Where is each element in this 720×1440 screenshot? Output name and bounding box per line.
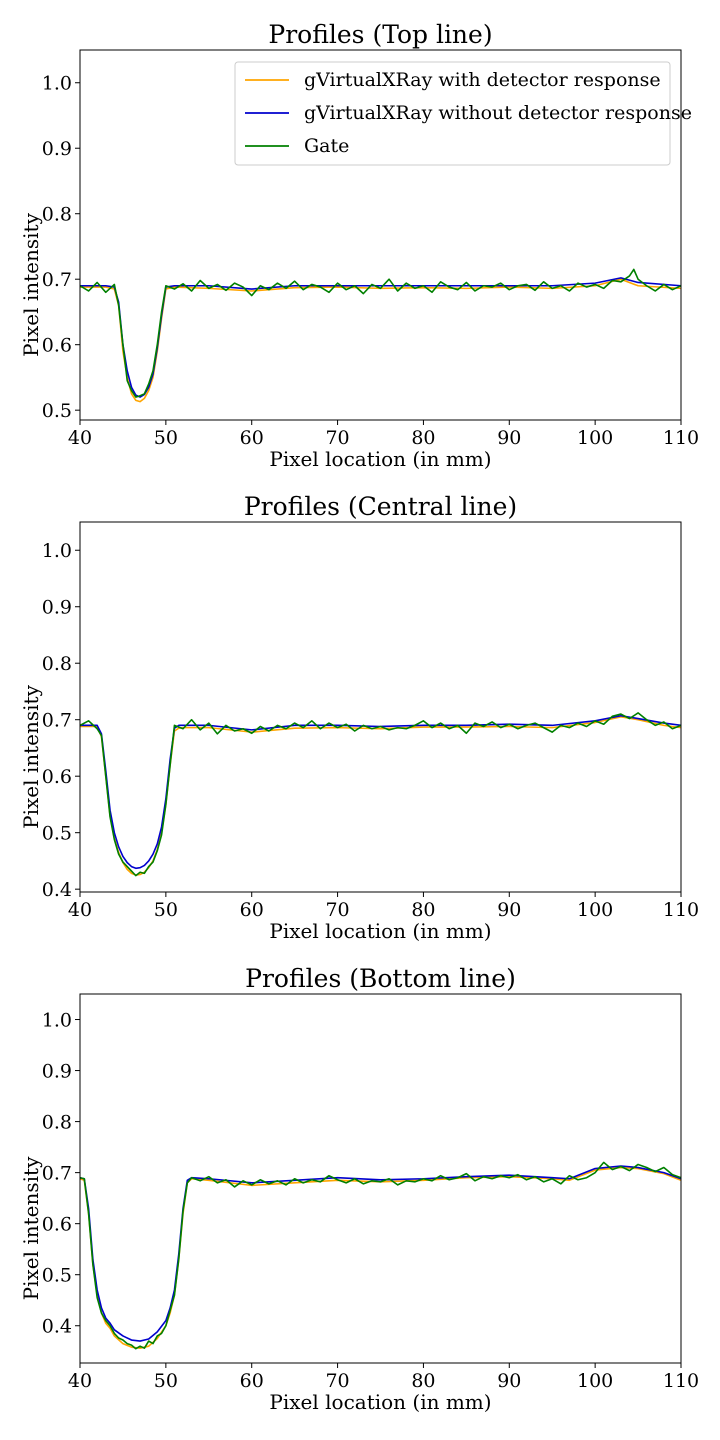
x-tick-label: 50 <box>154 1370 178 1392</box>
y-tick-label: 0.6 <box>42 1214 72 1236</box>
legend-box <box>234 61 671 166</box>
y-tick-label: 0.5 <box>42 823 72 845</box>
plot-frame <box>79 993 682 1364</box>
y-tick-label: 0.9 <box>42 1061 72 1083</box>
legend: gVirtualXRay with detector response gVirt… <box>234 61 692 166</box>
series-group <box>80 712 681 877</box>
x-tick-label: 50 <box>154 427 178 449</box>
x-tick-label: 100 <box>577 1370 613 1392</box>
x-tick-label: 70 <box>325 1370 349 1392</box>
y-tick-label: 0.8 <box>42 653 72 675</box>
series-group <box>80 1161 681 1350</box>
x-tick-label: 70 <box>325 899 349 921</box>
x-tick-label: 70 <box>325 427 349 449</box>
legend-label-3: Gate <box>304 135 349 157</box>
y-tick-label: 0.6 <box>42 335 72 357</box>
y-tick-label: 0.8 <box>42 204 72 226</box>
y-tick-label: 0.5 <box>42 400 72 422</box>
x-tick-label: 40 <box>68 899 92 921</box>
series-line-3 <box>80 712 681 877</box>
series-line-3 <box>80 1161 681 1350</box>
y-tick-label: 0.7 <box>42 1163 72 1185</box>
plot-frame <box>79 521 682 893</box>
y-tick-label: 1.0 <box>42 540 72 562</box>
series-line-3 <box>80 268 681 398</box>
series-group <box>80 268 681 403</box>
x-tick-label: 100 <box>577 899 613 921</box>
y-tick-label: 0.5 <box>42 1265 72 1287</box>
chart-title: Profiles (Top line) <box>268 20 492 49</box>
x-tick-label: 110 <box>663 899 699 921</box>
x-axis-label: Pixel location (in mm) <box>269 1390 491 1414</box>
x-tick-label: 90 <box>497 1370 521 1392</box>
x-tick-label: 40 <box>68 1370 92 1392</box>
x-tick-label: 90 <box>497 427 521 449</box>
legend-label-2: gVirtualXRay without detector response <box>304 102 692 124</box>
legend-label-1: gVirtualXRay with detector response <box>304 69 661 91</box>
x-tick-label: 60 <box>240 1370 264 1392</box>
y-tick-label: 0.9 <box>42 597 72 619</box>
x-tick-label: 80 <box>411 1370 435 1392</box>
x-tick-label: 110 <box>663 427 699 449</box>
y-tick-label: 0.4 <box>42 1316 72 1338</box>
x-tick-label: 60 <box>240 427 264 449</box>
x-tick-label: 50 <box>154 899 178 921</box>
x-tick-label: 40 <box>68 427 92 449</box>
chart-title: Profiles (Central line) <box>244 492 517 521</box>
chart-panel-1: Profiles (Top line) 40 50 60 70 80 90 100 110 0.5… <box>19 20 699 471</box>
y-axis-label: Pixel intensity <box>19 212 43 356</box>
x-tick-label: 100 <box>577 427 613 449</box>
x-axis-label: Pixel location (in mm) <box>269 447 491 471</box>
x-tick-label: 80 <box>411 899 435 921</box>
x-tick-label: 110 <box>663 1370 699 1392</box>
y-tick-label: 0.6 <box>42 766 72 788</box>
x-axis-label: Pixel location (in mm) <box>269 919 491 943</box>
y-tick-label: 0.4 <box>42 879 72 901</box>
x-tick-label: 90 <box>497 899 521 921</box>
y-axis-label: Pixel intensity <box>19 684 43 828</box>
y-axis-label: Pixel intensity <box>19 1156 43 1300</box>
x-tick-label: 60 <box>240 899 264 921</box>
y-tick-label: 0.8 <box>42 1112 72 1134</box>
chart-title: Profiles (Bottom line) <box>245 964 516 993</box>
chart-panel-3: Profiles (Bottom line) 40 50 60 70 80 90 100 110… <box>19 964 699 1414</box>
y-tick-label: 0.7 <box>42 269 72 291</box>
y-tick-label: 1.0 <box>42 1010 72 1032</box>
chart-panel-2: Profiles (Central line) 40 50 60 70 80 90 100 11… <box>19 492 699 943</box>
y-tick-label: 0.9 <box>42 138 72 160</box>
x-tick-label: 80 <box>411 427 435 449</box>
y-tick-label: 0.7 <box>42 710 72 732</box>
plot-frame <box>79 49 682 421</box>
y-tick-label: 1.0 <box>42 73 72 95</box>
